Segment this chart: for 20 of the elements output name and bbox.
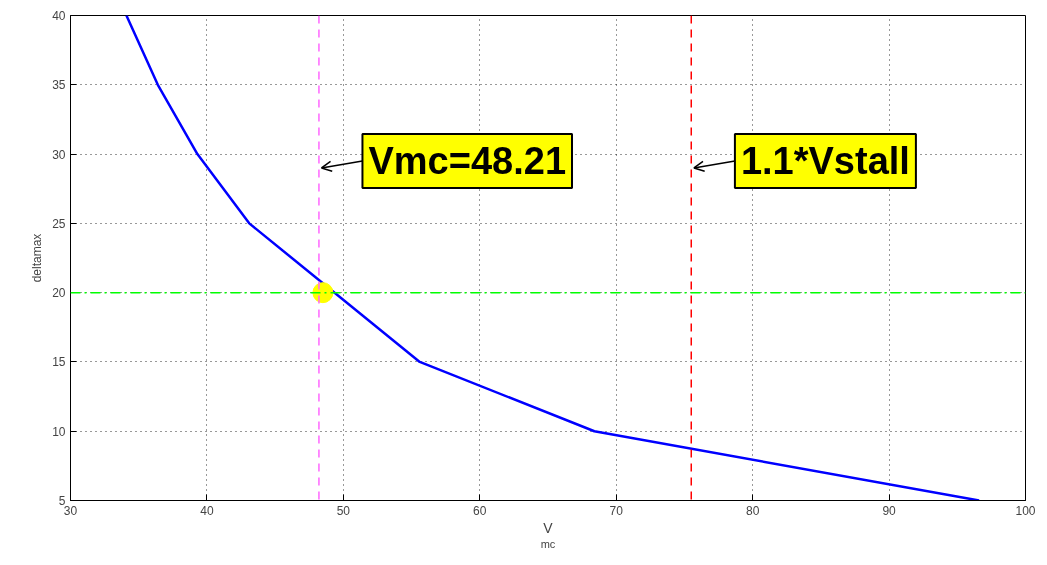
x-tick-label: 50	[336, 503, 351, 518]
x-tick-label: 60	[473, 503, 487, 518]
y-tick-label: 10	[52, 424, 66, 439]
line-series	[125, 15, 981, 501]
x-tick-label: 100	[1015, 503, 1036, 518]
x-tick-label: 40	[200, 503, 214, 518]
y-tick-label: 20	[52, 286, 66, 301]
y-tick-label: 40	[52, 9, 66, 23]
x-tick-label: 70	[609, 503, 624, 518]
y-tick-label: 30	[52, 147, 66, 162]
y-axis-title: deltamax	[30, 233, 45, 283]
annotation: 1.1*Vstall	[740, 140, 910, 182]
y-tick-label: 25	[52, 216, 66, 231]
y-tick-label: 35	[52, 78, 66, 93]
x-tick-label: 90	[882, 503, 897, 518]
x-tick-label: 80	[745, 503, 760, 518]
x-axis-title: Vmc	[540, 519, 556, 550]
annotation: Vmc=48.21	[368, 140, 567, 182]
y-tick-label: 15	[52, 355, 66, 370]
y-tick-label: 5	[58, 494, 66, 508]
